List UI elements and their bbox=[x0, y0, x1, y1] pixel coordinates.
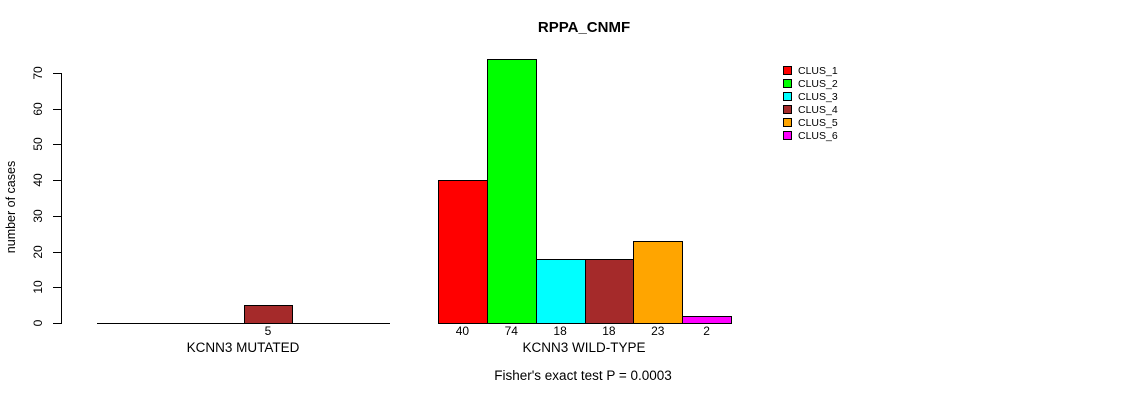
legend-label-clus_2: CLUS_2 bbox=[798, 77, 838, 90]
y-tick-label: 20 bbox=[31, 245, 45, 259]
y-tick-label: 0 bbox=[31, 319, 45, 327]
y-tick-label: 50 bbox=[31, 137, 45, 151]
bar-value-label: 5 bbox=[264, 324, 272, 338]
legend-swatch-clus_3 bbox=[783, 92, 792, 101]
x-group-label-wildtype: KCNN3 WILD-TYPE bbox=[522, 340, 646, 355]
legend-swatch-clus_4 bbox=[783, 105, 792, 114]
bar-clus_3 bbox=[536, 259, 586, 324]
legend-swatch-clus_5 bbox=[783, 118, 792, 127]
fisher-test-annotation: Fisher's exact test P = 0.0003 bbox=[494, 368, 672, 383]
y-tick bbox=[53, 287, 61, 288]
bar-value-label: 18 bbox=[602, 324, 616, 338]
y-tick-label: 70 bbox=[31, 66, 45, 80]
legend-label-clus_6: CLUS_6 bbox=[798, 129, 838, 142]
bar-value-label: 23 bbox=[651, 324, 665, 338]
bar-clus_4 bbox=[585, 259, 634, 324]
y-tick-label: 10 bbox=[31, 280, 45, 294]
legend-swatch-clus_2 bbox=[783, 79, 792, 88]
y-tick bbox=[53, 73, 61, 74]
legend-swatch-clus_1 bbox=[783, 66, 792, 75]
x-group-label-mutated: KCNN3 MUTATED bbox=[186, 340, 300, 355]
y-tick-label: 40 bbox=[31, 173, 45, 187]
bar-value-label: 2 bbox=[703, 324, 710, 338]
y-tick bbox=[53, 252, 61, 253]
y-tick bbox=[53, 109, 61, 110]
y-axis-label: number of cases bbox=[4, 160, 18, 254]
bar-value-label: 18 bbox=[553, 324, 567, 338]
bar-clus_6 bbox=[682, 316, 732, 324]
bar-value-label: 40 bbox=[455, 324, 470, 338]
y-tick-label: 60 bbox=[31, 102, 45, 116]
bar-clus_5 bbox=[633, 241, 683, 324]
legend-label-clus_3: CLUS_3 bbox=[798, 90, 838, 103]
bar-clus_1 bbox=[438, 180, 488, 324]
bar-value-label: 74 bbox=[504, 324, 518, 338]
legend-swatch-clus_6 bbox=[783, 131, 792, 140]
y-tick bbox=[53, 180, 61, 181]
y-tick bbox=[53, 144, 61, 145]
x-axis-line bbox=[97, 323, 390, 324]
y-tick bbox=[53, 216, 61, 217]
bar-clus_2 bbox=[487, 59, 537, 324]
legend-label-clus_5: CLUS_5 bbox=[798, 116, 838, 129]
chart-title: RPPA_CNMF bbox=[537, 19, 631, 36]
legend-label-clus_1: CLUS_1 bbox=[798, 64, 838, 77]
legend-label-clus_4: CLUS_4 bbox=[798, 103, 838, 116]
y-tick-label: 30 bbox=[31, 209, 45, 223]
y-tick bbox=[53, 323, 61, 324]
y-axis-line bbox=[61, 73, 62, 324]
bar-clus_4 bbox=[244, 305, 293, 324]
